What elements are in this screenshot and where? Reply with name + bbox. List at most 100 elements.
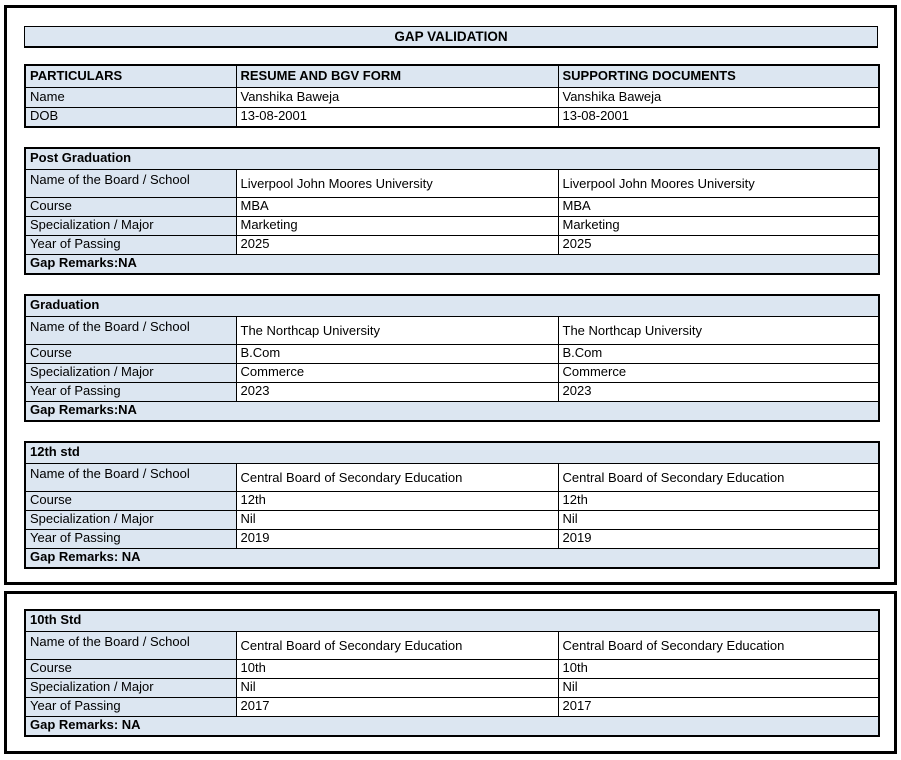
col-header-supporting-docs: SUPPORTING DOCUMENTS xyxy=(557,64,880,88)
section-title: 10th Std xyxy=(24,609,880,632)
table-row-year-of-passing: Year of Passing 2025 2025 xyxy=(24,234,880,255)
table-row-specialization: Specialization / Major Nil Nil xyxy=(24,677,880,698)
resume-value: 2017 xyxy=(235,696,559,717)
supporting-value: Liverpool John Moores University xyxy=(557,168,880,198)
supporting-value: 10th xyxy=(557,658,880,679)
gap-remarks-row: Gap Remarks:NA xyxy=(24,253,880,275)
table-row-course: Course 12th 12th xyxy=(24,490,880,511)
resume-value: 2019 xyxy=(235,528,559,549)
table-row-course: Course B.Com B.Com xyxy=(24,343,880,364)
main-frame: GAP VALIDATION PARTICULARS RESUME AND BG… xyxy=(4,5,897,585)
section-table-post-graduation: Post Graduation Name of the Board / Scho… xyxy=(24,147,881,275)
row-label: Year of Passing xyxy=(24,381,237,402)
section-header-row: Graduation xyxy=(24,294,880,317)
row-label: Specialization / Major xyxy=(24,215,237,236)
section-title: Post Graduation xyxy=(24,147,880,170)
supporting-value: Central Board of Secondary Education xyxy=(557,462,880,492)
row-label: Year of Passing xyxy=(24,696,237,717)
table-row-year-of-passing: Year of Passing 2023 2023 xyxy=(24,381,880,402)
resume-value: B.Com xyxy=(235,343,559,364)
resume-value: Central Board of Secondary Education xyxy=(235,630,559,660)
resume-value: Liverpool John Moores University xyxy=(235,168,559,198)
row-label: Name xyxy=(24,86,237,108)
row-label: Year of Passing xyxy=(24,234,237,255)
table-row-year-of-passing: Year of Passing 2019 2019 xyxy=(24,528,880,549)
row-label: Name of the Board / School xyxy=(24,315,237,345)
col-header-resume-bgv: RESUME AND BGV FORM xyxy=(235,64,559,88)
section-table-12th-std: 12th std Name of the Board / School Cent… xyxy=(24,441,881,569)
table-row-board-school: Name of the Board / School The Northcap … xyxy=(24,315,880,345)
resume-value: 10th xyxy=(235,658,559,679)
supporting-value: 2025 xyxy=(557,234,880,255)
table-row-name: Name Vanshika Baweja Vanshika Baweja xyxy=(24,86,880,108)
table-row-year-of-passing: Year of Passing 2017 2017 xyxy=(24,696,880,717)
supporting-value: 2017 xyxy=(557,696,880,717)
row-label: Specialization / Major xyxy=(24,509,237,530)
table-row-specialization: Specialization / Major Nil Nil xyxy=(24,509,880,530)
gap-remarks: Gap Remarks: NA xyxy=(24,715,880,737)
resume-value: Vanshika Baweja xyxy=(235,86,559,108)
row-label: Name of the Board / School xyxy=(24,462,237,492)
table-row-dob: DOB 13-08-2001 13-08-2001 xyxy=(24,106,880,128)
table-row-board-school: Name of the Board / School Central Board… xyxy=(24,630,880,660)
resume-value: MBA xyxy=(235,196,559,217)
table-row-board-school: Name of the Board / School Central Board… xyxy=(24,462,880,492)
row-label: Specialization / Major xyxy=(24,362,237,383)
row-label: Course xyxy=(24,658,237,679)
secondary-frame: 10th Std Name of the Board / School Cent… xyxy=(4,591,897,754)
resume-value: Commerce xyxy=(235,362,559,383)
table-header-row: PARTICULARS RESUME AND BGV FORM SUPPORTI… xyxy=(24,64,880,88)
supporting-value: 2019 xyxy=(557,528,880,549)
supporting-value: Central Board of Secondary Education xyxy=(557,630,880,660)
gap-remarks: Gap Remarks: NA xyxy=(24,547,880,569)
resume-value: 13-08-2001 xyxy=(235,106,559,128)
resume-value: 12th xyxy=(235,490,559,511)
supporting-value: Vanshika Baweja xyxy=(557,86,880,108)
section-header-row: 10th Std xyxy=(24,609,880,632)
gap-remarks-row: Gap Remarks: NA xyxy=(24,547,880,569)
section-header-row: 12th std xyxy=(24,441,880,464)
resume-value: Nil xyxy=(235,677,559,698)
table-row-course: Course MBA MBA xyxy=(24,196,880,217)
gap-remarks: Gap Remarks:NA xyxy=(24,253,880,275)
section-header-row: Post Graduation xyxy=(24,147,880,170)
row-label: DOB xyxy=(24,106,237,128)
resume-value: Nil xyxy=(235,509,559,530)
supporting-value: Commerce xyxy=(557,362,880,383)
row-label: Course xyxy=(24,196,237,217)
row-label: Name of the Board / School xyxy=(24,168,237,198)
table-row-course: Course 10th 10th xyxy=(24,658,880,679)
gap-remarks: Gap Remarks:NA xyxy=(24,400,880,422)
supporting-value: B.Com xyxy=(557,343,880,364)
table-row-board-school: Name of the Board / School Liverpool Joh… xyxy=(24,168,880,198)
row-label: Name of the Board / School xyxy=(24,630,237,660)
resume-value: The Northcap University xyxy=(235,315,559,345)
supporting-value: MBA xyxy=(557,196,880,217)
row-label: Course xyxy=(24,343,237,364)
table-row-specialization: Specialization / Major Marketing Marketi… xyxy=(24,215,880,236)
supporting-value: Nil xyxy=(557,509,880,530)
row-label: Course xyxy=(24,490,237,511)
supporting-value: The Northcap University xyxy=(557,315,880,345)
supporting-value: 2023 xyxy=(557,381,880,402)
resume-value: Central Board of Secondary Education xyxy=(235,462,559,492)
supporting-value: 13-08-2001 xyxy=(557,106,880,128)
col-header-particulars: PARTICULARS xyxy=(24,64,237,88)
supporting-value: Nil xyxy=(557,677,880,698)
resume-value: Marketing xyxy=(235,215,559,236)
supporting-value: Marketing xyxy=(557,215,880,236)
section-table-graduation: Graduation Name of the Board / School Th… xyxy=(24,294,881,422)
row-label: Year of Passing xyxy=(24,528,237,549)
gap-remarks-row: Gap Remarks:NA xyxy=(24,400,880,422)
gap-remarks-row: Gap Remarks: NA xyxy=(24,715,880,737)
resume-value: 2023 xyxy=(235,381,559,402)
resume-value: 2025 xyxy=(235,234,559,255)
section-table-10th-std: 10th Std Name of the Board / School Cent… xyxy=(24,609,881,737)
page-title: GAP VALIDATION xyxy=(24,26,878,48)
row-label: Specialization / Major xyxy=(24,677,237,698)
section-title: 12th std xyxy=(24,441,880,464)
section-title: Graduation xyxy=(24,294,880,317)
supporting-value: 12th xyxy=(557,490,880,511)
table-row-specialization: Specialization / Major Commerce Commerce xyxy=(24,362,880,383)
